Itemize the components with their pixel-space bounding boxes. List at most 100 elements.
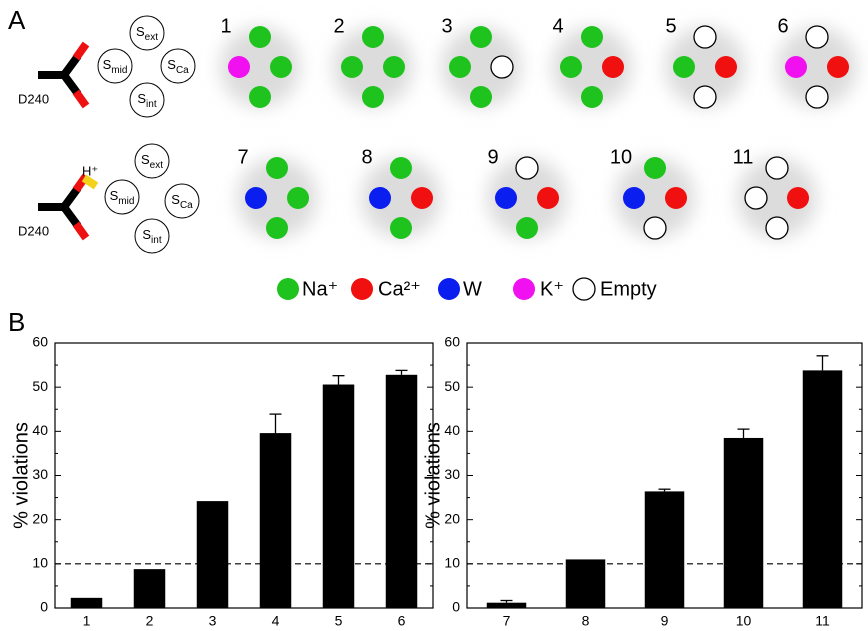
site-occupancy [785,56,807,78]
legend-label: W [463,278,482,300]
x-tick-label: 2 [146,613,154,629]
legend-swatch [277,278,299,300]
site-symbol: S [136,24,145,39]
site-occupancy [249,26,271,48]
site-occupancy [644,217,666,239]
site-occupancy [665,187,687,209]
site-occupancy [745,187,767,209]
site-occupancy [673,56,695,78]
site-occupancy [694,26,716,48]
site-occupancy [470,26,492,48]
page: A B D240 H⁺ D240 SextSmidSCaSintSextSmid… [0,0,868,631]
y-axis-label: % violations [422,422,444,529]
state-label: 9 [487,146,498,168]
site-occupancy [228,56,250,78]
site-subscript: ext [145,32,159,43]
proton-label: H⁺ [82,163,98,178]
site-occupancy [787,187,809,209]
x-tick-label: 3 [209,613,217,629]
site-symbol: S [137,91,146,106]
site-occupancy [249,86,271,108]
site-symbol: S [167,57,176,72]
site-occupancy [449,56,471,78]
bar [197,501,229,608]
y-tick-label: 40 [444,422,460,438]
site-symbol: S [171,192,180,207]
site-subscript: mid [111,65,127,76]
y-tick-label: 10 [32,555,48,571]
bar [724,438,764,608]
site-occupancy [806,86,828,108]
site-occupancy [362,26,384,48]
state-label: 3 [441,15,452,37]
x-tick-label: 5 [335,613,343,629]
site-symbol: S [142,227,151,242]
y-tick-label: 60 [32,334,48,350]
site-occupancy [827,56,849,78]
figure: A B D240 H⁺ D240 SextSmidSCaSintSextSmid… [0,0,868,631]
site-occupancy [369,187,391,209]
site-occupancy [537,187,559,209]
site-subscript: Ca [180,200,193,211]
site-occupancy [602,56,624,78]
site-occupancy [341,56,363,78]
panel-label: B [8,307,25,337]
site-occupancy [491,56,513,78]
site-occupancy [715,56,737,78]
x-tick-label: 4 [272,613,280,629]
site-occupancy [362,86,384,108]
bar [566,559,606,608]
state-label: 7 [237,146,248,168]
y-tick-label: 60 [444,334,460,350]
state-label: 5 [665,15,676,37]
y-axis-label: % violations [10,422,32,529]
x-tick-label: 1 [83,613,91,629]
site-symbol: S [103,57,112,72]
site-occupancy [411,187,433,209]
site-occupancy [581,26,603,48]
site-subscript: mid [118,196,134,207]
x-tick-label: 11 [815,613,830,629]
site-occupancy [766,217,788,239]
site-occupancy [390,217,412,239]
legend-swatch [438,278,460,300]
legend-label: Empty [600,278,657,300]
state-label: 6 [777,15,788,37]
x-tick-label: 9 [661,613,669,629]
site-occupancy [287,187,309,209]
state-label: 2 [333,15,344,37]
state-label: 4 [552,15,563,37]
site-occupancy [581,86,603,108]
panel-label: A [8,5,26,35]
site-occupancy [806,26,828,48]
y-tick-label: 40 [32,422,48,438]
site-subscript: int [151,235,162,246]
y-tick-label: 20 [32,510,48,526]
bar [323,385,355,608]
site-occupancy [270,56,292,78]
x-tick-label: 6 [398,613,406,629]
legend-label: Ca²⁺ [378,278,421,300]
site-subscript: int [146,99,157,110]
site-occupancy [245,187,267,209]
site-occupancy [766,157,788,179]
state-label: 8 [361,146,372,168]
site-occupancy [516,217,538,239]
state-label: 1 [220,15,231,37]
site-subscript: ext [150,160,164,171]
legend-swatch [351,278,373,300]
x-tick-label: 10 [736,613,752,629]
site-occupancy [495,187,517,209]
site-occupancy [644,157,666,179]
site-occupancy [694,86,716,108]
y-tick-label: 30 [32,466,48,482]
plot-frame [55,343,433,608]
bar [645,491,685,608]
legend-label: K⁺ [540,278,564,300]
site-subscript: Ca [176,65,189,76]
y-tick-label: 20 [444,510,460,526]
site-occupancy [560,56,582,78]
bar [386,375,418,608]
state-label: 10 [610,146,632,168]
site-occupancy [623,187,645,209]
